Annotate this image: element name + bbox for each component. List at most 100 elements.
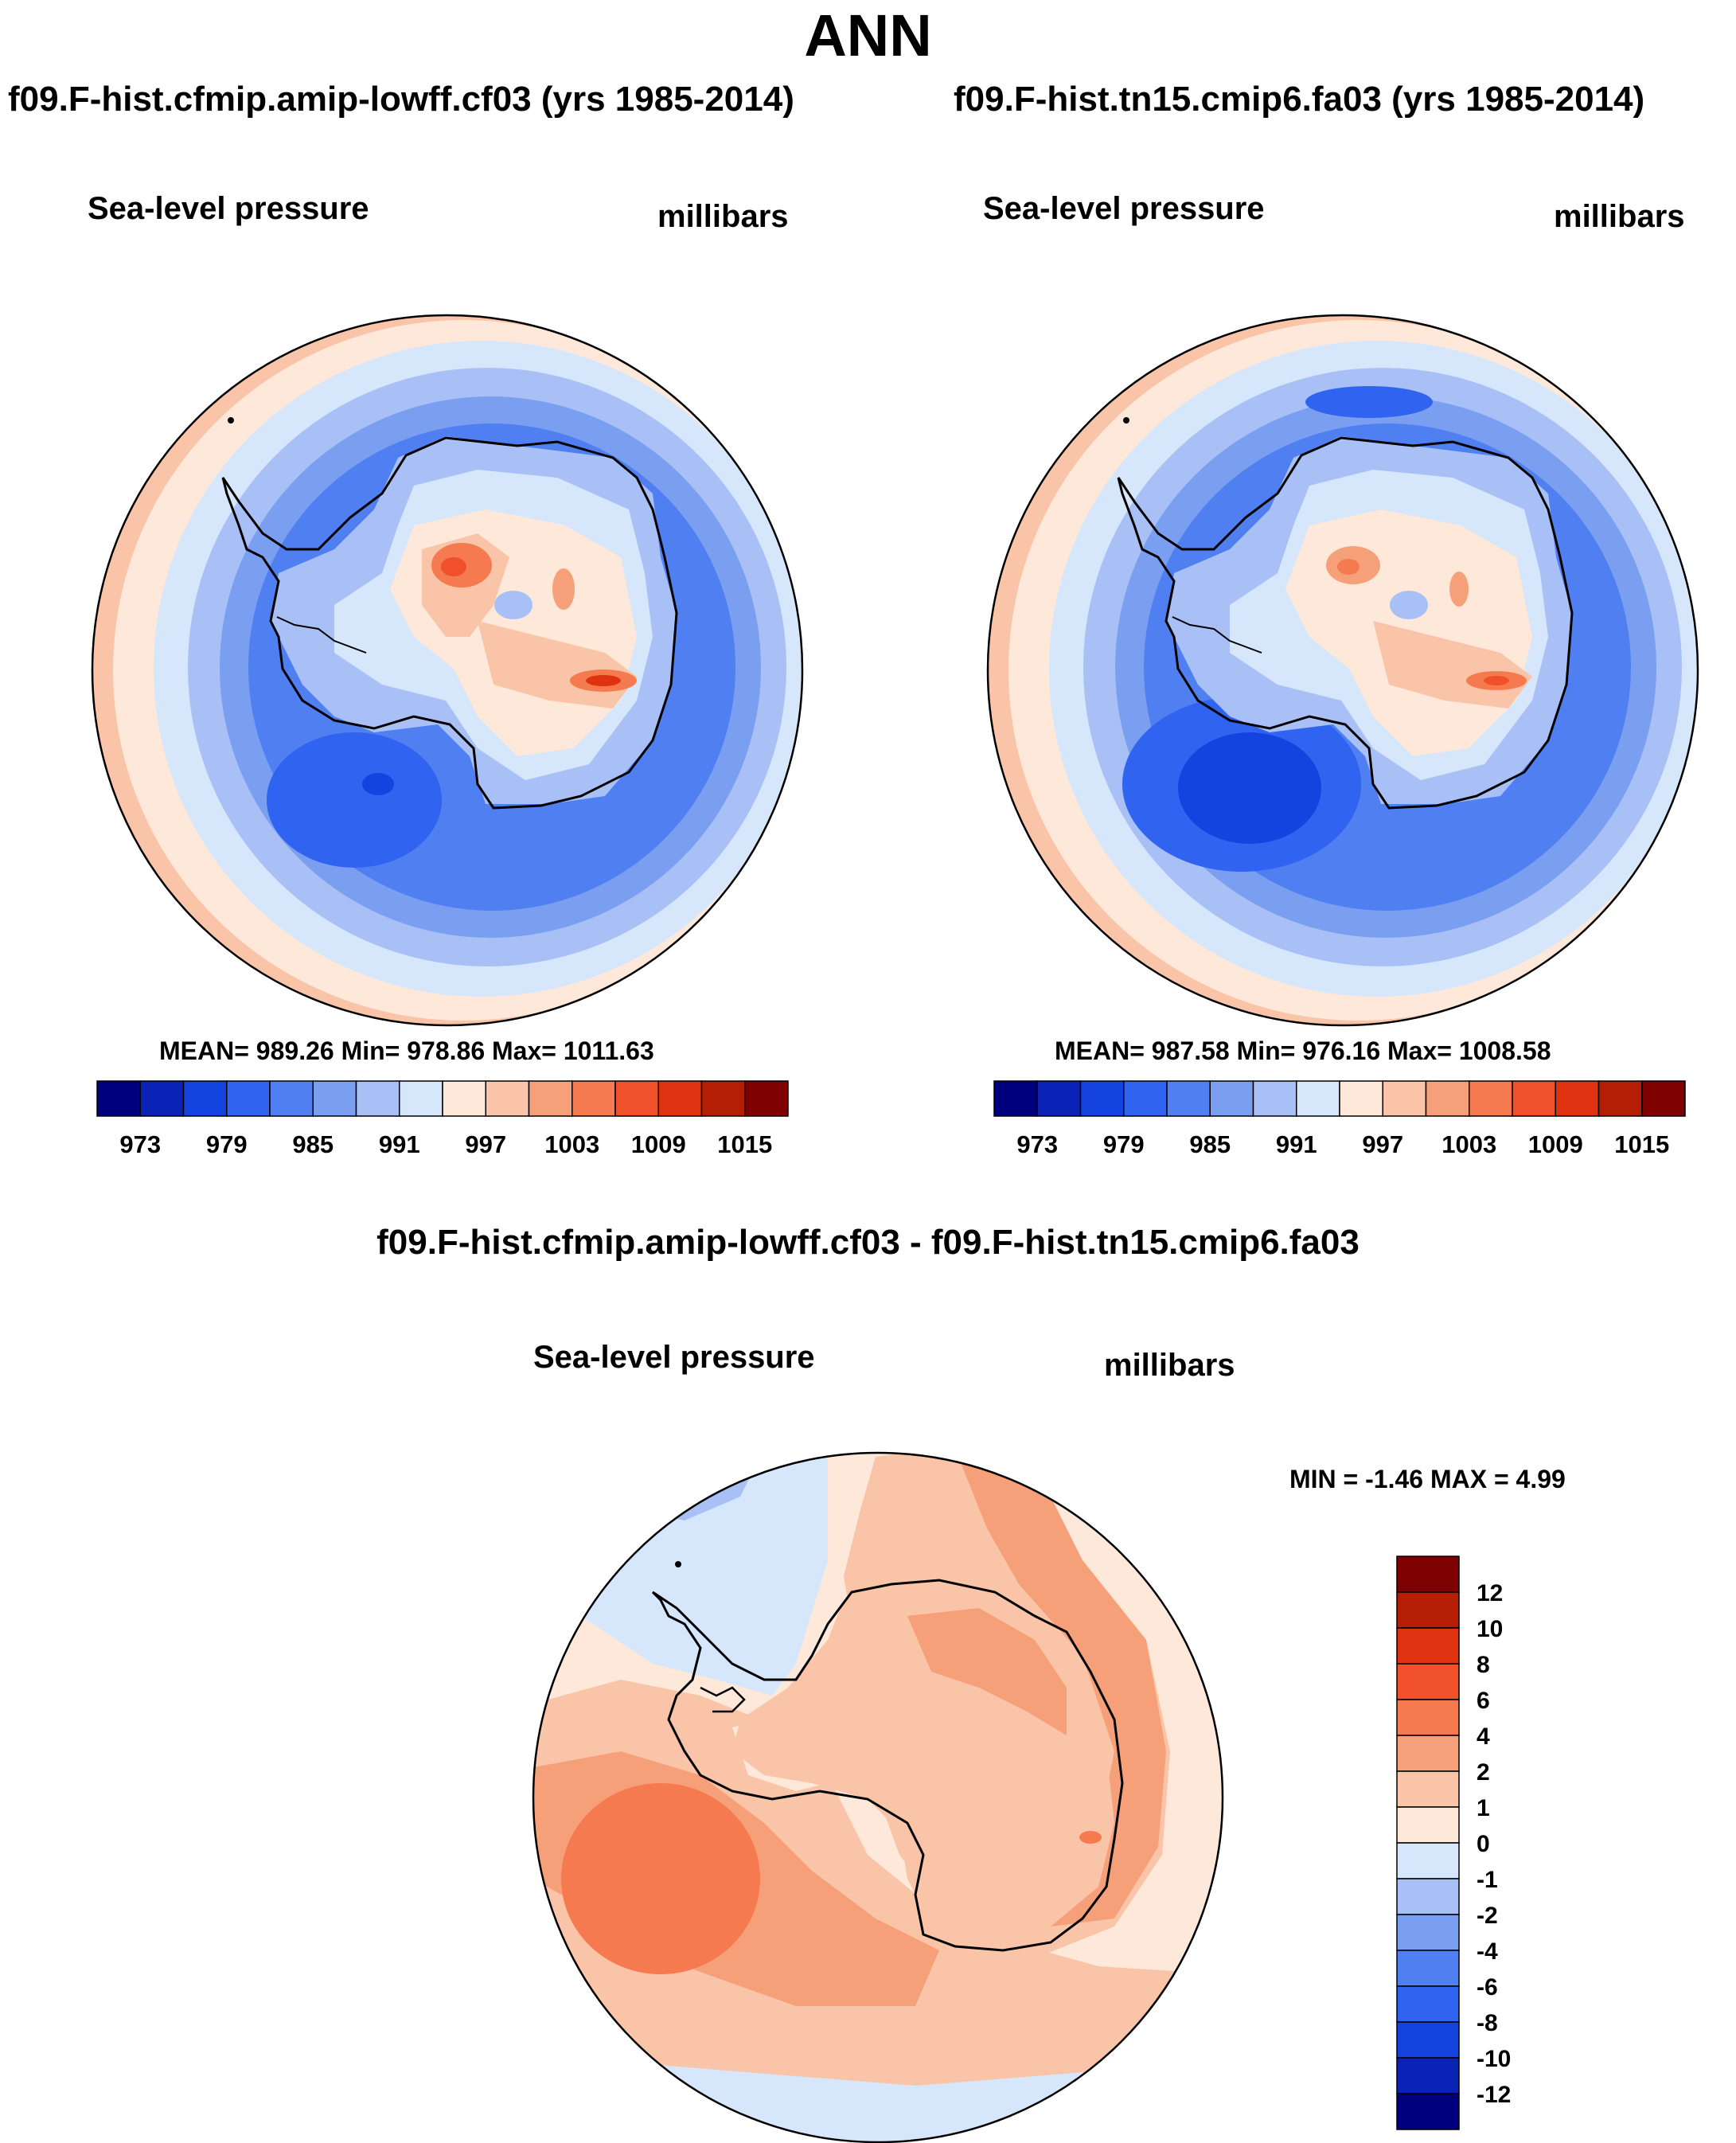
panel-left-colorbar: 973 979 985 991 997 1003 1009 1015 <box>96 1080 789 1158</box>
panel-right-map-border <box>986 314 1699 1027</box>
colorbar-tick-label: 997 <box>465 1130 506 1158</box>
map-fill-high <box>561 1783 760 1974</box>
colorbar-swatch <box>1396 1806 1460 1844</box>
colorbar-swatch <box>1396 1556 1460 1593</box>
panel-left-stats: MEAN= 989.26 Min= 978.86 Max= 1011.63 <box>159 1036 654 1065</box>
colorbar-swatch <box>1036 1080 1082 1117</box>
colorbar-tick-label: 8 <box>1477 1652 1490 1678</box>
colorbar-swatch <box>744 1080 789 1117</box>
panel-left-map-border <box>91 314 804 1027</box>
colorbar-tick-label: 1003 <box>544 1130 599 1158</box>
colorbar-tick-label: 1015 <box>1614 1130 1669 1158</box>
colorbar-swatch <box>1339 1080 1383 1117</box>
diff-panel-map <box>533 1453 1223 2142</box>
map-fill-high <box>441 557 466 576</box>
colorbar-swatch <box>528 1080 573 1117</box>
map-fill-high <box>552 568 575 610</box>
map-fill-low <box>362 773 394 795</box>
colorbar-tick-label: 991 <box>379 1130 420 1158</box>
colorbar-tick-label: -6 <box>1477 1974 1498 2001</box>
colorbar-swatch <box>96 1080 141 1117</box>
diff-panel-map-border <box>532 1451 1224 2143</box>
colorbar-swatch <box>312 1080 357 1117</box>
colorbar-swatch <box>442 1080 486 1117</box>
colorbar-swatch <box>1396 1663 1460 1700</box>
colorbar-swatch <box>139 1080 185 1117</box>
colorbar-tick-label: 991 <box>1276 1130 1317 1158</box>
panel-right-run-title: f09.F-hist.tn15.cmip6.fa03 (yrs 1985-201… <box>954 80 1645 119</box>
colorbar-tick-label: -8 <box>1477 2010 1498 2036</box>
panel-left-units-label: millibars <box>657 199 789 234</box>
colorbar-swatch <box>1396 2021 1460 2059</box>
colorbar-swatch <box>1123 1080 1168 1117</box>
colorbar-tick-label: 973 <box>119 1130 161 1158</box>
colorbar-tick-label: 4 <box>1477 1723 1490 1750</box>
colorbar-swatch <box>1396 1770 1460 1808</box>
map-fill-high <box>1449 572 1469 607</box>
colorbar-tick-label: 0 <box>1477 1831 1490 1857</box>
colorbar-tick-label: 1 <box>1477 1795 1490 1821</box>
colorbar-swatch <box>1469 1080 1513 1117</box>
panel-right-colorbar: 973 979 985 991 997 1003 1009 1015 <box>993 1080 1686 1158</box>
map-fill-low <box>1178 732 1321 844</box>
colorbar-swatch <box>269 1080 314 1117</box>
colorbar-swatch <box>399 1080 443 1117</box>
antarctica-coastline <box>1117 436 1574 810</box>
panel-right-variable-label: Sea-level pressure <box>983 191 1265 226</box>
colorbar-swatch <box>1396 1914 1460 1951</box>
colorbar-swatch <box>1396 1985 1460 2023</box>
diff-panel-variable-label: Sea-level pressure <box>533 1340 815 1375</box>
panel-right-map <box>988 315 1698 1025</box>
antarctica-coastline <box>1172 616 1262 654</box>
colorbar-tick-label: -1 <box>1477 1867 1498 1893</box>
colorbar-tick-label: 979 <box>206 1130 248 1158</box>
colorbar-tick-label: -12 <box>1477 2082 1511 2108</box>
antarctica-coastline <box>651 1579 1124 1952</box>
colorbar-tick-label: 997 <box>1362 1130 1403 1158</box>
colorbar-swatch <box>182 1080 228 1117</box>
colorbar-swatch <box>1396 1591 1460 1629</box>
colorbar-tick-label: -2 <box>1477 1903 1498 1929</box>
colorbar-swatch <box>485 1080 530 1117</box>
colorbar-swatch <box>1382 1080 1427 1117</box>
diff-panel-title: f09.F-hist.cfmip.amip-lowff.cf03 - f09.F… <box>376 1223 1360 1262</box>
colorbar-swatch <box>1512 1080 1556 1117</box>
colorbar-tick-label: 979 <box>1103 1130 1145 1158</box>
colorbar-swatch <box>1598 1080 1643 1117</box>
antarctica-coastline <box>700 1686 746 1713</box>
colorbar-tick-label: -4 <box>1477 1938 1498 1965</box>
colorbar-swatch <box>1425 1080 1470 1117</box>
colorbar-swatch <box>1252 1080 1297 1117</box>
colorbar-swatch <box>1396 1627 1460 1665</box>
colorbar-tick-label: 6 <box>1477 1688 1490 1714</box>
colorbar-swatch <box>700 1080 746 1117</box>
map-fill-band <box>955 1453 1166 1926</box>
colorbar-swatch <box>1396 1878 1460 1915</box>
colorbar-swatch <box>1079 1080 1125 1117</box>
colorbar-tick-label: 1009 <box>631 1130 686 1158</box>
colorbar-tick-label: 1009 <box>1528 1130 1583 1158</box>
figure-title: ANN <box>804 2 932 68</box>
island-marker <box>1123 417 1129 424</box>
colorbar-tick-label: 985 <box>292 1130 334 1158</box>
antarctica-coastline <box>221 436 678 810</box>
map-fill-high <box>1337 559 1360 575</box>
colorbar-swatch <box>1396 1842 1460 1880</box>
colorbar-tick-label: 1015 <box>717 1130 772 1158</box>
colorbar-swatch <box>657 1080 703 1117</box>
colorbar-tick-label: 12 <box>1477 1580 1503 1606</box>
colorbar-swatch <box>1396 2057 1460 2094</box>
map-fill-plateau <box>907 1608 1067 1735</box>
colorbar-swatch <box>1396 1950 1460 1987</box>
colorbar-swatch <box>355 1080 400 1117</box>
colorbar-swatch <box>1641 1080 1686 1117</box>
colorbar-swatch <box>1166 1080 1211 1117</box>
diff-panel-stats: MIN = -1.46 MAX = 4.99 <box>1289 1465 1566 1493</box>
colorbar-tick-label: 1003 <box>1441 1130 1496 1158</box>
colorbar-tick-label: 985 <box>1189 1130 1231 1158</box>
colorbar-swatch <box>572 1080 616 1117</box>
map-fill-ice-sheet <box>1390 591 1428 619</box>
map-fill-high <box>1079 1831 1102 1844</box>
